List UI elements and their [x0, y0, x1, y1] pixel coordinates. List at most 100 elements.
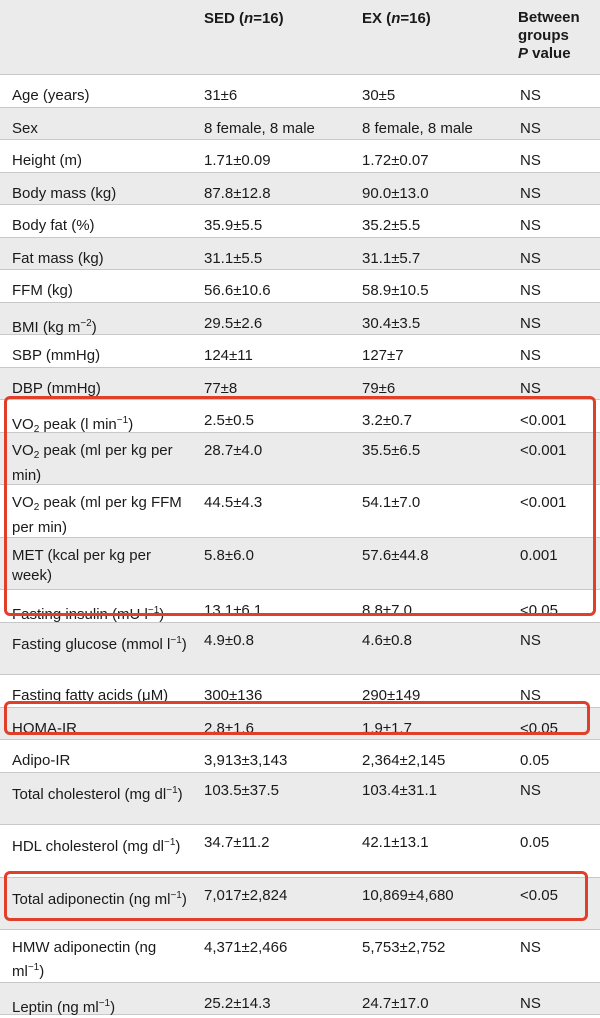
row-sed: 5.8±6.0	[204, 546, 254, 564]
row-sed: 35.9±5.5	[204, 217, 263, 234]
row-ex: 3.2±0.7	[362, 412, 412, 429]
row-sed: 28.7±4.0	[204, 441, 263, 459]
row-sed: 44.5±4.3	[204, 494, 263, 511]
table-row: Sex 8 female, 8 male 8 female, 8 male NS	[0, 107, 600, 140]
table-row: BMI (kg m−2) 29.5±2.6 30.4±3.5 NS	[0, 302, 600, 336]
row-ex: 1.9±1.7	[362, 719, 412, 737]
row-label: HDL cholesterol (mg dl−1)	[12, 837, 181, 855]
row-sed: 31.1±5.5	[204, 249, 263, 267]
row-label: Body mass (kg)	[12, 184, 117, 202]
row-sed: 124±11	[204, 347, 253, 364]
table-row: SBP (mmHg) 124±11 127±7 NS	[0, 335, 600, 368]
row-label: MET (kcal per kg per week)	[12, 546, 151, 584]
table-row: Total adiponectin (ng ml−1) 7,017±2,824 …	[0, 877, 600, 930]
row-p: NS	[520, 119, 541, 137]
row-sed: 1.71±0.09	[204, 152, 271, 169]
row-label: Fasting glucose (mmol l−1)	[12, 634, 187, 653]
row-ex: 4.6±0.8	[362, 631, 412, 649]
row-label: DBP (mmHg)	[12, 379, 101, 397]
row-label: VO2 peak (ml per kg per min)	[12, 441, 173, 484]
row-sed: 31±6	[204, 87, 238, 104]
row-p: NS	[520, 379, 541, 397]
table-row: HMW adiponectin (ng ml−1) 4,371±2,466 5,…	[0, 930, 600, 983]
row-p: 0.05	[520, 834, 550, 851]
row-label: HOMA-IR	[12, 719, 77, 737]
row-ex: 90.0±13.0	[362, 184, 429, 202]
row-p: NS	[520, 939, 541, 956]
row-ex: 1.72±0.07	[362, 152, 429, 169]
row-p: NS	[520, 282, 541, 299]
table-row: Height (m) 1.71±0.09 1.72±0.07 NS	[0, 140, 600, 173]
row-sed: 25.2±14.3	[204, 994, 271, 1012]
table-row: Leptin (ng ml−1) 25.2±14.3 24.7±17.0 NS	[0, 982, 600, 1016]
row-ex: 5,753±2,752	[362, 939, 446, 956]
table-row: Fasting insulin (mU l−1) 13.1±6.1 8.8±7.…	[0, 590, 600, 623]
row-p: NS	[520, 184, 541, 202]
row-p: NS	[520, 347, 541, 364]
row-p: 0.05	[520, 752, 550, 769]
row-ex: 127±7	[362, 347, 404, 364]
table-row: DBP (mmHg) 77±8 79±6 NS	[0, 367, 600, 400]
row-sed: 4.9±0.8	[204, 631, 254, 649]
row-sed: 103.5±37.5	[204, 781, 279, 799]
row-ex: 24.7±17.0	[362, 994, 429, 1012]
row-label: HMW adiponectin (ng ml−1)	[12, 939, 157, 980]
table-row: Fat mass (kg) 31.1±5.5 31.1±5.7 NS	[0, 237, 600, 270]
row-sed: 13.1±6.1	[204, 602, 263, 619]
row-label: Adipo-IR	[12, 752, 71, 769]
row-p: <0.05	[520, 719, 558, 737]
row-label: Sex	[12, 119, 38, 137]
row-sed: 56.6±10.6	[204, 282, 271, 299]
row-ex: 35.2±5.5	[362, 217, 421, 234]
row-ex: 35.5±6.5	[362, 441, 421, 459]
row-sed: 29.5±2.6	[204, 314, 263, 332]
row-label: Total adiponectin (ng ml−1)	[12, 889, 187, 908]
table-row: Fasting fatty acids (μM) 300±136 290±149…	[0, 675, 600, 708]
row-ex: 30.4±3.5	[362, 314, 421, 332]
header-variable	[0, 0, 192, 74]
row-label: VO2 peak (ml per kg FFM per min)	[12, 494, 182, 536]
row-p: <0.001	[520, 412, 567, 429]
row-label: Total cholesterol (mg dl−1)	[12, 784, 183, 803]
row-ex: 31.1±5.7	[362, 249, 421, 267]
table-row: Body fat (%) 35.9±5.5 35.2±5.5 NS	[0, 205, 600, 238]
row-label: Leptin (ng ml−1)	[12, 997, 116, 1016]
table-row: Fasting glucose (mmol l−1) 4.9±0.8 4.6±0…	[0, 622, 600, 675]
row-p: NS	[520, 687, 541, 704]
row-sed: 7,017±2,824	[204, 886, 288, 904]
table-row: VO2 peak (l min−1) 2.5±0.5 3.2±0.7 <0.00…	[0, 400, 600, 435]
header-sed: SED (n=16)	[204, 10, 284, 27]
row-p: NS	[520, 314, 541, 332]
row-ex: 10,869±4,680	[362, 886, 454, 904]
row-label: Fasting insulin (mU l−1)	[12, 605, 165, 623]
row-p: <0.001	[520, 494, 567, 511]
row-label: Body fat (%)	[12, 217, 95, 234]
row-sed: 8 female, 8 male	[204, 119, 315, 137]
row-sed: 77±8	[204, 379, 238, 397]
row-ex: 57.6±44.8	[362, 546, 429, 564]
row-label: BMI (kg m−2)	[12, 317, 97, 336]
row-label: VO2 peak (l min−1)	[12, 415, 134, 435]
row-ex: 8.8±7.0	[362, 602, 412, 619]
row-ex: 30±5	[362, 87, 396, 104]
row-label: Age (years)	[12, 87, 90, 104]
table-header: SED (n=16) EX (n=16) Between groups P va…	[0, 0, 600, 75]
row-p: NS	[520, 994, 541, 1012]
row-sed: 300±136	[204, 687, 263, 704]
table-row: Total cholesterol (mg dl−1) 103.5±37.5 1…	[0, 772, 600, 825]
table-row: MET (kcal per kg per week) 5.8±6.0 57.6±…	[0, 537, 600, 590]
table-row: HOMA-IR 2.8±1.6 1.9±1.7 <0.05	[0, 707, 600, 740]
row-p: NS	[520, 781, 541, 799]
table-row: Age (years) 31±6 30±5 NS	[0, 75, 600, 108]
row-ex: 8 female, 8 male	[362, 119, 473, 137]
row-p: <0.05	[520, 602, 558, 619]
row-sed: 34.7±11.2	[204, 834, 270, 851]
row-sed: 87.8±12.8	[204, 184, 271, 202]
row-ex: 79±6	[362, 379, 396, 397]
row-label: SBP (mmHg)	[12, 347, 101, 364]
header-ex: EX (n=16)	[362, 10, 431, 27]
row-sed: 2.5±0.5	[204, 412, 254, 429]
row-ex: 290±149	[362, 687, 421, 704]
row-p: <0.001	[520, 441, 567, 459]
